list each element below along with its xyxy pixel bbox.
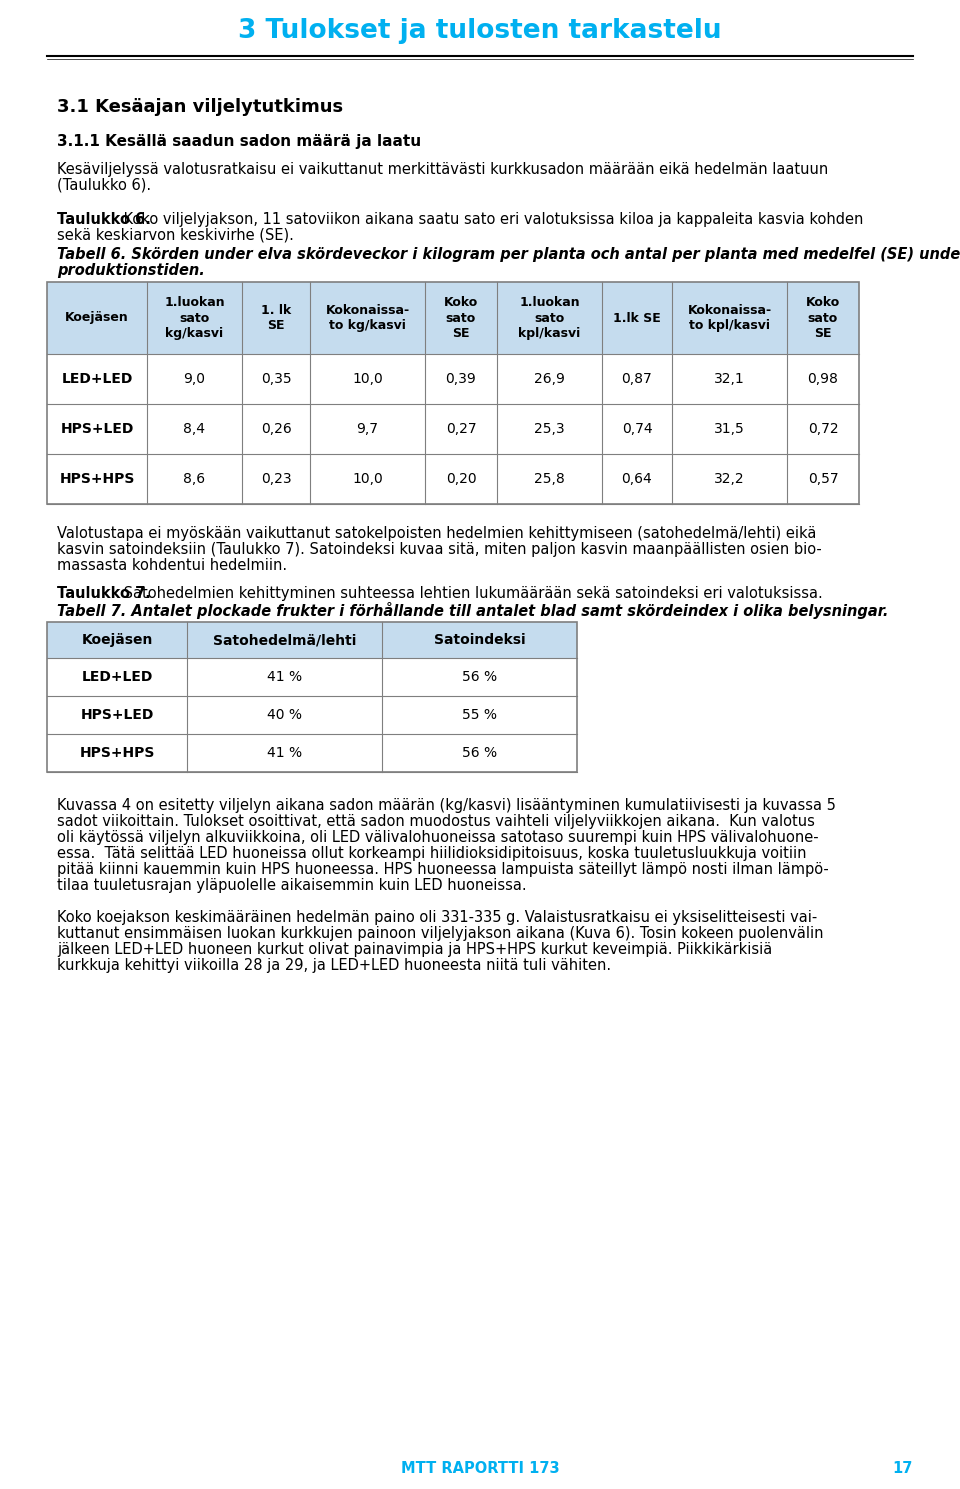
Text: 0,98: 0,98 [807,372,838,386]
Text: Koejäsen: Koejäsen [82,633,153,648]
Text: HPS+HPS: HPS+HPS [80,746,155,759]
Text: Taulukko 7.: Taulukko 7. [57,587,151,602]
Text: Tabell 6. Skörden under elva skördeveckor i kilogram per planta och antal per pl: Tabell 6. Skörden under elva skördevecko… [57,247,960,262]
Text: HPS+LED: HPS+LED [81,707,154,722]
Text: (Taulukko 6).: (Taulukko 6). [57,179,151,194]
Text: kuttanut ensimmäisen luokan kurkkujen painoon viljelyjakson aikana (Kuva 6). Tos: kuttanut ensimmäisen luokan kurkkujen pa… [57,926,824,941]
Text: 0,39: 0,39 [445,372,476,386]
Text: pitää kiinni kauemmin kuin HPS huoneessa. HPS huoneessa lampuista säteillyt lämp: pitää kiinni kauemmin kuin HPS huoneessa… [57,862,828,877]
Text: Tabell 7. Antalet plockade frukter i förhållande till antalet blad samt skördein: Tabell 7. Antalet plockade frukter i för… [57,602,888,619]
Text: MTT RAPORTTI 173: MTT RAPORTTI 173 [400,1461,560,1476]
Text: sekä keskiarvon keskivirhe (SE).: sekä keskiarvon keskivirhe (SE). [57,228,294,243]
Text: 9,7: 9,7 [356,421,378,436]
Text: 0,26: 0,26 [260,421,292,436]
Text: 9,0: 9,0 [183,372,205,386]
Text: 1. lk
SE: 1. lk SE [261,304,291,332]
Text: HPS+HPS: HPS+HPS [60,472,134,485]
Text: Satohedelmien kehittyminen suhteessa lehtien lukumäärään sekä satoindeksi eri va: Satohedelmien kehittyminen suhteessa leh… [119,587,823,602]
Text: Koko
sato
SE: Koko sato SE [805,296,840,339]
Text: 55 %: 55 % [462,707,497,722]
Text: Koko
sato
SE: Koko sato SE [444,296,478,339]
Bar [47,658,577,695]
Text: 26,9: 26,9 [534,372,564,386]
Bar [47,622,577,771]
Text: 3.1.1 Kesällä saadun sadon määrä ja laatu: 3.1.1 Kesällä saadun sadon määrä ja laat… [57,134,421,149]
Text: Satoindeksi: Satoindeksi [434,633,525,648]
Text: Koko viljelyjakson, 11 satoviikon aikana saatu sato eri valotuksissa kiloa ja ka: Koko viljelyjakson, 11 satoviikon aikana… [119,211,863,226]
Text: Kokonaissa-
to kpl/kasvi: Kokonaissa- to kpl/kasvi [687,304,772,332]
Text: Valotustapa ei myöskään vaikuttanut satokelpoisten hedelmien kehittymiseen (sato: Valotustapa ei myöskään vaikuttanut sato… [57,526,816,541]
Text: 32,1: 32,1 [714,372,745,386]
Text: 10,0: 10,0 [352,472,383,485]
Text: 32,2: 32,2 [714,472,745,485]
Text: Kesäviljelyssä valotusratkaisu ei vaikuttanut merkittävästi kurkkusadon määrään : Kesäviljelyssä valotusratkaisu ei vaikut… [57,162,828,177]
Bar [47,734,577,771]
Text: LED+LED: LED+LED [82,670,153,683]
Text: 8,6: 8,6 [183,472,205,485]
Text: LED+LED: LED+LED [61,372,132,386]
Text: 0,72: 0,72 [807,421,838,436]
Bar [47,281,859,503]
Text: 0,87: 0,87 [622,372,653,386]
Text: massasta kohdentui hedelmiin.: massasta kohdentui hedelmiin. [57,558,287,573]
Bar [47,622,577,771]
Text: Satohedelmä/lehti: Satohedelmä/lehti [213,633,356,648]
Text: tilaa tuuletusrajan yläpuolelle aikaisemmin kuin LED huoneissa.: tilaa tuuletusrajan yläpuolelle aikaisem… [57,879,527,893]
Bar [47,404,859,454]
Text: 25,8: 25,8 [534,472,564,485]
Text: 41 %: 41 % [267,746,302,759]
Text: 3 Tulokset ja tulosten tarkastelu: 3 Tulokset ja tulosten tarkastelu [238,18,722,45]
Text: 0,57: 0,57 [807,472,838,485]
Text: 3.1 Kesäajan viljelytutkimus: 3.1 Kesäajan viljelytutkimus [57,98,343,116]
Text: 1.luokan
sato
kg/kasvi: 1.luokan sato kg/kasvi [164,296,225,339]
Text: oli käytössä viljelyn alkuviikkoina, oli LED välivalohuoneissa satotaso suurempi: oli käytössä viljelyn alkuviikkoina, oli… [57,829,819,844]
Text: HPS+LED: HPS+LED [60,421,133,436]
Text: 1.lk SE: 1.lk SE [613,311,660,325]
Text: Kuvassa 4 on esitetty viljelyn aikana sadon määrän (kg/kasvi) lisääntyminen kumu: Kuvassa 4 on esitetty viljelyn aikana sa… [57,798,836,813]
Text: 41 %: 41 % [267,670,302,683]
Text: essa.  Tätä selittää LED huoneissa ollut korkeampi hiilidioksidipitoisuus, koska: essa. Tätä selittää LED huoneissa ollut … [57,846,806,861]
Text: 10,0: 10,0 [352,372,383,386]
Text: 0,64: 0,64 [622,472,653,485]
Bar [47,454,859,503]
Text: 0,27: 0,27 [445,421,476,436]
Text: 56 %: 56 % [462,670,497,683]
Text: 1.luokan
sato
kpl/kasvi: 1.luokan sato kpl/kasvi [518,296,581,339]
Text: 8,4: 8,4 [183,421,205,436]
Text: 25,3: 25,3 [534,421,564,436]
Text: kasvin satoindeksiin (Taulukko 7). Satoindeksi kuvaa sitä, miten paljon kasvin m: kasvin satoindeksiin (Taulukko 7). Satoi… [57,542,822,557]
Text: Koko koejakson keskimääräinen hedelmän paino oli 331-335 g. Valaistusratkaisu ei: Koko koejakson keskimääräinen hedelmän p… [57,910,817,925]
Text: 0,35: 0,35 [261,372,291,386]
Text: 0,23: 0,23 [261,472,291,485]
Text: jälkeen LED+LED huoneen kurkut olivat painavimpia ja HPS+HPS kurkut keveimpiä. P: jälkeen LED+LED huoneen kurkut olivat pa… [57,943,772,957]
Bar [47,354,859,404]
Bar [47,281,859,503]
Text: 40 %: 40 % [267,707,302,722]
Text: kurkkuja kehittyi viikoilla 28 ja 29, ja LED+LED huoneesta niitä tuli vähiten.: kurkkuja kehittyi viikoilla 28 ja 29, ja… [57,957,612,972]
Text: 56 %: 56 % [462,746,497,759]
Text: Koejäsen: Koejäsen [65,311,129,325]
Text: Kokonaissa-
to kg/kasvi: Kokonaissa- to kg/kasvi [325,304,410,332]
Text: Taulukko 6.: Taulukko 6. [57,211,151,226]
Bar [47,695,577,734]
Text: sadot viikoittain. Tulokset osoittivat, että sadon muodostus vaihteli viljelyvii: sadot viikoittain. Tulokset osoittivat, … [57,814,815,829]
Text: 0,20: 0,20 [445,472,476,485]
Text: 0,74: 0,74 [622,421,652,436]
Text: 17: 17 [893,1461,913,1476]
Text: produktionstiden.: produktionstiden. [57,264,204,278]
Text: 31,5: 31,5 [714,421,745,436]
